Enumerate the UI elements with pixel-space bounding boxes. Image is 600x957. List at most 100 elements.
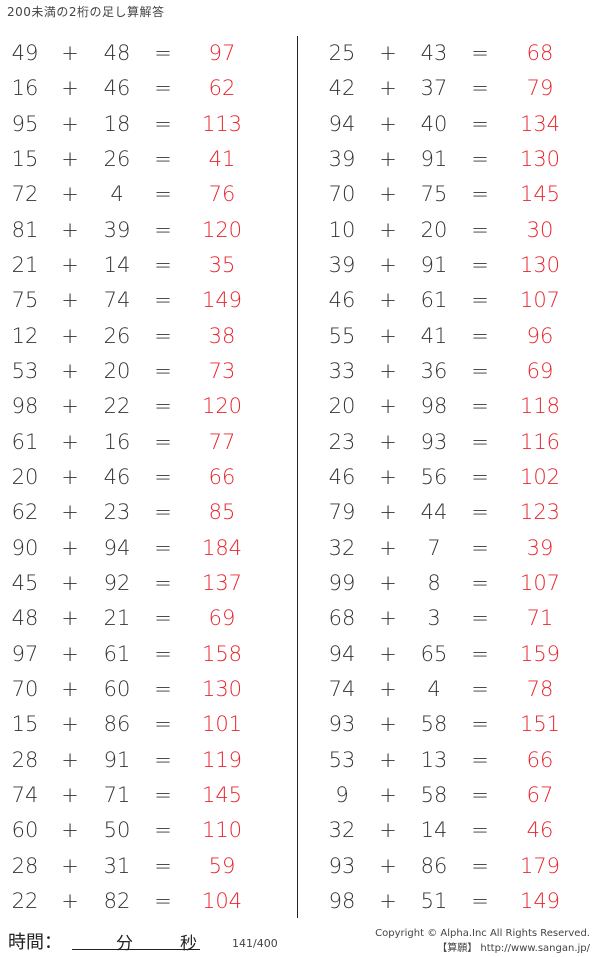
time-label: 時間： xyxy=(8,932,62,953)
operand-a: 23 xyxy=(328,429,356,454)
plus-sign: + xyxy=(379,76,397,101)
plus-sign: + xyxy=(61,111,79,136)
operand-b: 40 xyxy=(420,111,448,136)
operand-b: 39 xyxy=(103,217,131,242)
answer: 107 xyxy=(519,570,561,595)
operand-a: 93 xyxy=(328,853,356,878)
answer: 67 xyxy=(526,782,554,807)
operand-a: 81 xyxy=(11,217,39,242)
plus-sign: + xyxy=(61,394,79,419)
operand-a: 99 xyxy=(328,570,356,595)
equals-sign: = xyxy=(471,146,489,171)
equals-sign: = xyxy=(471,323,489,348)
problem-row: 21 +14 = 35 xyxy=(0,250,600,280)
answer: 110 xyxy=(201,818,243,843)
answer: 113 xyxy=(201,111,243,136)
plus-sign: + xyxy=(61,323,79,348)
answer: 38 xyxy=(208,323,236,348)
equals-sign: = xyxy=(154,570,172,595)
equals-sign: = xyxy=(154,853,172,878)
operand-a: 12 xyxy=(11,323,39,348)
operand-a: 98 xyxy=(328,888,356,913)
operand-b: 14 xyxy=(103,252,131,277)
answer: 130 xyxy=(201,676,243,701)
answer: 85 xyxy=(208,500,236,525)
equals-sign: = xyxy=(154,712,172,737)
operand-b: 61 xyxy=(103,641,131,666)
operand-a: 21 xyxy=(11,252,39,277)
plus-sign: + xyxy=(61,888,79,913)
plus-sign: + xyxy=(379,288,397,313)
operand-a: 60 xyxy=(11,818,39,843)
operand-a: 49 xyxy=(11,41,39,65)
operand-a: 97 xyxy=(11,641,39,666)
operand-a: 55 xyxy=(328,323,356,348)
plus-sign: + xyxy=(61,182,79,207)
equals-sign: = xyxy=(471,712,489,737)
answer: 104 xyxy=(201,888,243,913)
equals-sign: = xyxy=(471,606,489,631)
problem-row: 16 +46 = 62 xyxy=(0,73,600,103)
problem-row: 55 +41 = 96 xyxy=(0,321,600,351)
operand-a: 95 xyxy=(11,111,39,136)
problem-row: 93 +86 = 179 xyxy=(0,851,600,881)
answer: 69 xyxy=(526,358,554,383)
answer: 179 xyxy=(519,853,561,878)
problem-row: 12 +26 = 38 xyxy=(0,321,600,351)
problem-row: 15 +86 = 101 xyxy=(0,709,600,739)
operand-b: 14 xyxy=(420,818,448,843)
equals-sign: = xyxy=(154,500,172,525)
equals-sign: = xyxy=(154,111,172,136)
operand-a: 46 xyxy=(328,288,356,313)
operand-b: 93 xyxy=(420,429,448,454)
plus-sign: + xyxy=(379,146,397,171)
equals-sign: = xyxy=(154,676,172,701)
equals-sign: = xyxy=(471,853,489,878)
problem-row: 25 +43 = 68 xyxy=(0,38,600,68)
site-url: 【算願】 http://www.sangan.jp/ xyxy=(437,943,590,954)
plus-sign: + xyxy=(61,853,79,878)
equals-sign: = xyxy=(471,570,489,595)
equals-sign: = xyxy=(154,76,172,101)
plus-sign: + xyxy=(61,500,79,525)
problem-row: 74 +4 = 78 xyxy=(0,674,600,704)
answer: 130 xyxy=(519,252,561,277)
problem-row: 53 +20 = 73 xyxy=(0,356,600,386)
operand-b: 50 xyxy=(103,818,131,843)
answer: 158 xyxy=(201,641,243,666)
equals-sign: = xyxy=(154,641,172,666)
operand-a: 79 xyxy=(328,500,356,525)
problem-row: 97 +61 = 158 xyxy=(0,639,600,669)
problem-row: 22 +82 = 104 xyxy=(0,886,600,916)
answer: 123 xyxy=(519,500,561,525)
answer: 116 xyxy=(519,429,561,454)
plus-sign: + xyxy=(61,782,79,807)
operand-a: 70 xyxy=(328,182,356,207)
equals-sign: = xyxy=(154,146,172,171)
operand-a: 15 xyxy=(11,712,39,737)
plus-sign: + xyxy=(61,217,79,242)
equals-sign: = xyxy=(154,394,172,419)
operand-b: 48 xyxy=(103,41,131,65)
operand-b: 13 xyxy=(420,747,448,772)
operand-b: 20 xyxy=(103,358,131,383)
problem-row: 28 +31 = 59 xyxy=(0,851,600,881)
operand-b: 23 xyxy=(103,500,131,525)
equals-sign: = xyxy=(471,747,489,772)
plus-sign: + xyxy=(379,888,397,913)
operand-b: 36 xyxy=(420,358,448,383)
operand-b: 98 xyxy=(420,394,448,419)
plus-sign: + xyxy=(61,641,79,666)
problem-row: 99 +8 = 107 xyxy=(0,568,600,598)
answer: 73 xyxy=(208,358,236,383)
operand-a: 39 xyxy=(328,252,356,277)
operand-b: 7 xyxy=(427,535,441,560)
operand-a: 94 xyxy=(328,641,356,666)
operand-a: 53 xyxy=(328,747,356,772)
operand-b: 60 xyxy=(103,676,131,701)
plus-sign: + xyxy=(379,606,397,631)
equals-sign: = xyxy=(471,182,489,207)
equals-sign: = xyxy=(154,41,172,65)
plus-sign: + xyxy=(61,146,79,171)
problem-row: 15 +26 = 41 xyxy=(0,144,600,174)
